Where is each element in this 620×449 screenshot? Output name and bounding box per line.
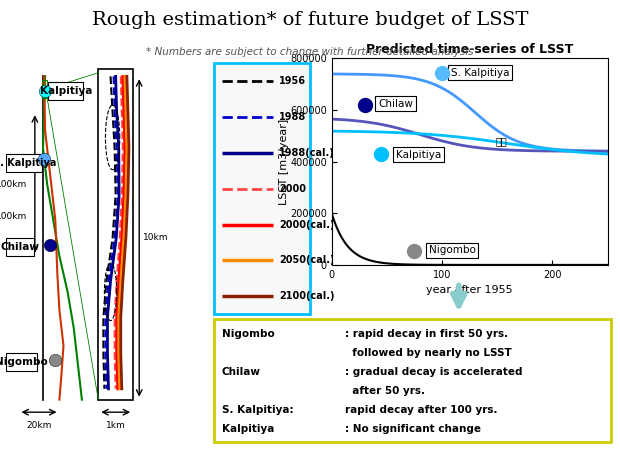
Text: 100km: 100km bbox=[0, 212, 28, 221]
Text: 2000: 2000 bbox=[279, 184, 306, 194]
Text: 2000(cal.): 2000(cal.) bbox=[279, 220, 335, 229]
Text: Nigombo: Nigombo bbox=[429, 245, 476, 255]
Text: 1988(cal.): 1988(cal.) bbox=[279, 148, 335, 158]
Text: 1988: 1988 bbox=[279, 112, 306, 122]
Bar bbox=[48, 82, 83, 100]
Text: : gradual decay is accelerated: : gradual decay is accelerated bbox=[345, 367, 522, 377]
Title: Predicted time-series of LSST: Predicted time-series of LSST bbox=[366, 43, 574, 56]
Text: Kalpitiya: Kalpitiya bbox=[40, 86, 93, 96]
Text: Kalpitiya: Kalpitiya bbox=[396, 150, 441, 160]
Text: 1956: 1956 bbox=[279, 76, 306, 86]
Text: Chilaw: Chilaw bbox=[222, 367, 261, 377]
Text: Nigombo: Nigombo bbox=[222, 329, 275, 339]
Y-axis label: LSST [m3/year]: LSST [m3/year] bbox=[278, 119, 288, 205]
Text: 100km: 100km bbox=[0, 180, 28, 189]
Text: 1km: 1km bbox=[106, 421, 125, 430]
Bar bbox=[6, 353, 37, 371]
Text: : No significant change: : No significant change bbox=[345, 424, 481, 434]
Text: Chilaw: Chilaw bbox=[378, 98, 413, 109]
Text: 北部: 北部 bbox=[495, 136, 507, 146]
Text: Kalpitiya: Kalpitiya bbox=[222, 424, 274, 434]
Text: Nigombo: Nigombo bbox=[0, 357, 48, 367]
Text: 20km: 20km bbox=[26, 421, 51, 430]
Text: after 50 yrs.: after 50 yrs. bbox=[345, 386, 425, 396]
Text: followed by nearly no LSST: followed by nearly no LSST bbox=[345, 348, 512, 358]
Text: Chilaw: Chilaw bbox=[1, 242, 40, 252]
Text: rapid decay after 100 yrs.: rapid decay after 100 yrs. bbox=[345, 405, 497, 415]
Text: 2100(cal.): 2100(cal.) bbox=[279, 291, 335, 301]
Bar bbox=[6, 238, 34, 256]
Text: * Numbers are subject to change with further detailed analysis: * Numbers are subject to change with fur… bbox=[146, 47, 474, 57]
Bar bbox=[6, 154, 42, 172]
Text: S. Kalpitiya: S. Kalpitiya bbox=[0, 158, 56, 167]
Text: S. Kalpitiya:: S. Kalpitiya: bbox=[222, 405, 293, 415]
Text: 10km: 10km bbox=[143, 233, 169, 242]
Bar bbox=[99, 69, 133, 400]
Text: 2050(cal.): 2050(cal.) bbox=[279, 255, 335, 265]
Bar bbox=[42, 80, 47, 98]
Text: S. Kalpitiya: S. Kalpitiya bbox=[451, 67, 510, 78]
Text: : rapid decay in first 50 yrs.: : rapid decay in first 50 yrs. bbox=[345, 329, 508, 339]
Text: Rough estimation* of future budget of LSST: Rough estimation* of future budget of LS… bbox=[92, 11, 528, 29]
X-axis label: year after 1955: year after 1955 bbox=[427, 285, 513, 295]
